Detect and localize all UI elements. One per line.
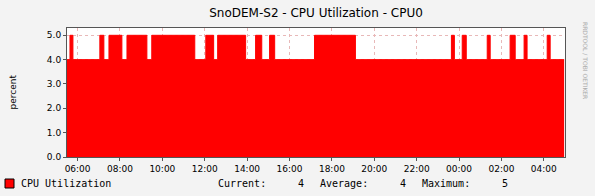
svg-text:20:00: 20:00 <box>361 164 387 174</box>
svg-text:18:00: 18:00 <box>319 164 345 174</box>
svg-text:5: 5 <box>502 178 508 189</box>
svg-text:06:00: 06:00 <box>65 164 91 174</box>
svg-text:0.0: 0.0 <box>47 152 62 162</box>
svg-text:14:00: 14:00 <box>234 164 260 174</box>
svg-text:RRDTOOL / TOBI OETIKER: RRDTOOL / TOBI OETIKER <box>582 22 589 99</box>
svg-text:Maximum:: Maximum: <box>422 178 470 189</box>
svg-text:12:00: 12:00 <box>192 164 218 174</box>
svg-text:08:00: 08:00 <box>107 164 133 174</box>
svg-text:4: 4 <box>400 178 406 189</box>
svg-text:16:00: 16:00 <box>277 164 303 174</box>
svg-text:3.0: 3.0 <box>47 79 62 89</box>
svg-text:SnoDEM-S2 - CPU Utilization -: SnoDEM-S2 - CPU Utilization - CPU0 <box>209 6 423 20</box>
svg-text:4.0: 4.0 <box>47 55 62 65</box>
svg-text:2.0: 2.0 <box>47 103 62 113</box>
svg-text:22:00: 22:00 <box>404 164 430 174</box>
svg-text:Average:: Average: <box>320 178 368 189</box>
svg-text:02:00: 02:00 <box>488 164 514 174</box>
svg-text:1.0: 1.0 <box>47 128 62 138</box>
svg-text:CPU Utilization: CPU Utilization <box>21 178 111 189</box>
svg-text:percent: percent <box>8 75 18 110</box>
svg-text:04:00: 04:00 <box>531 164 557 174</box>
svg-text:00:00: 00:00 <box>446 164 472 174</box>
svg-text:Current:: Current: <box>218 178 266 189</box>
svg-text:5.0: 5.0 <box>47 30 62 40</box>
svg-text:10:00: 10:00 <box>149 164 175 174</box>
svg-text:4: 4 <box>298 178 304 189</box>
